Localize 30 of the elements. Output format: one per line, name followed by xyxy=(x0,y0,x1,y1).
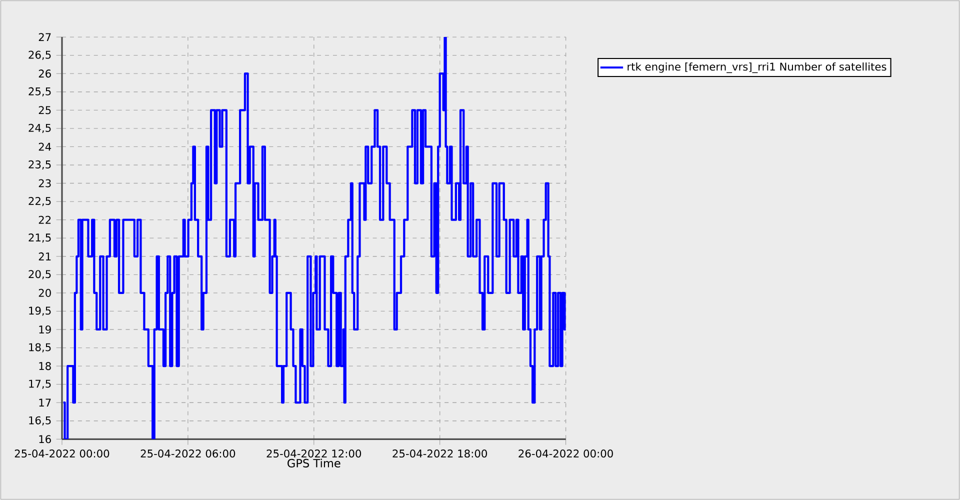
y-tick-label: 23 xyxy=(38,179,51,188)
x-tick-label: 25-04-2022 00:00 xyxy=(14,450,110,458)
x-tick-label: 25-04-2022 06:00 xyxy=(140,450,236,458)
x-tick-label: 25-04-2022 12:00 xyxy=(266,450,362,458)
y-tick-label: 21,5 xyxy=(28,234,51,243)
y-tick-label: 19,5 xyxy=(29,306,51,316)
x-axis-title: GPS Time xyxy=(288,458,340,468)
y-tick-label: 20 xyxy=(38,288,51,297)
y-tick-label: 16,5 xyxy=(29,416,51,426)
y-tick-label: 25 xyxy=(38,106,51,114)
y-tick-label: 18,5 xyxy=(29,343,51,352)
y-tick-label: 17,5 xyxy=(29,380,51,389)
y-tick-label: 20,5 xyxy=(28,270,51,280)
y-tick-label: 25,5 xyxy=(28,87,51,96)
y-tick-label: 21 xyxy=(38,252,51,260)
legend-label: rtk engine [femern_vrs]_rri1 Number of satellites xyxy=(628,62,886,74)
y-tick-label: 17 xyxy=(39,398,51,406)
x-tick-label: 26-04-2022 00:00 xyxy=(518,450,613,458)
y-tick-label: 16 xyxy=(39,435,51,444)
x-tick-label: 25-04-2022 18:00 xyxy=(392,450,487,458)
y-tick-label: 26 xyxy=(38,70,51,78)
y-tick-label: 19 xyxy=(39,325,51,334)
y-tick-label: 26,5 xyxy=(28,50,51,60)
y-tick-label: 27 xyxy=(38,33,51,41)
y-tick-label: 22 xyxy=(38,216,51,224)
y-tick-label: 23,5 xyxy=(28,160,51,170)
y-tick-label: 22,5 xyxy=(28,196,51,206)
y-tick-label: 24 xyxy=(38,142,52,151)
y-tick-label: 18 xyxy=(39,362,51,370)
y-tick-label: 24,5 xyxy=(28,124,51,133)
